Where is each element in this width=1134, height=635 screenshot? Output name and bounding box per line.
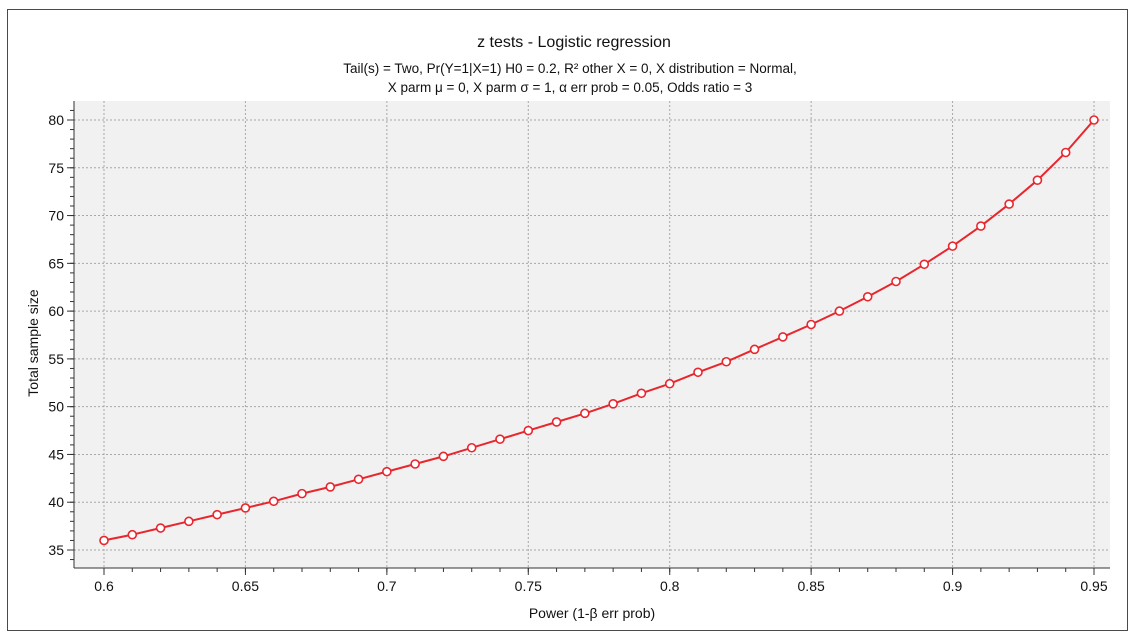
y-tick-labels: 35 40 45 50 55 60 65 70 75 80 [48,112,64,558]
data-point [891,276,901,287]
y-tick-label: 35 [48,542,64,558]
data-point [1089,115,1099,125]
data-point [297,488,307,499]
y-tick-label: 40 [48,494,64,510]
tick-marks [67,109,1095,575]
y-tick-label: 80 [48,112,64,128]
chart-svg: z tests - Logistic regression Tail(s) = … [25,34,1110,621]
data-point [636,388,647,399]
plot-area [74,101,1110,568]
data-point [382,466,392,477]
data-point [551,417,562,427]
x-tick-label: 0.95 [1080,578,1107,594]
x-tick-label: 0.8 [660,578,680,594]
y-tick-label: 75 [48,160,64,176]
data-point [919,259,930,270]
data-point [523,425,534,436]
chart-subtitle-line-2: X parm μ = 0, X parm σ = 1, α err prob =… [388,80,753,95]
data-point [834,306,845,316]
axes [73,101,1110,569]
data-point [1060,147,1071,158]
x-tick-label: 0.85 [798,578,825,594]
data-point [212,509,222,520]
chart-frame: z tests - Logistic regression Tail(s) = … [7,9,1128,631]
y-tick-label: 55 [48,351,64,367]
data-point [721,356,732,367]
data-point [495,434,505,444]
x-tick-label: 0.75 [515,578,542,594]
data-point [1032,175,1043,185]
data-point [806,319,816,330]
data-point [976,221,986,231]
y-tick-label: 45 [48,446,64,462]
data-point [240,503,251,513]
y-tick-label: 50 [48,399,64,415]
data-point [438,451,449,462]
data-point [1004,199,1014,209]
grid [74,101,1110,568]
data-point [466,442,477,453]
x-tick-label: 0.6 [94,578,114,594]
data-series [99,115,1099,546]
x-tick-labels: 0.6 0.65 0.7 0.75 0.8 0.85 0.9 0.95 [94,578,1108,594]
data-point [127,529,138,540]
y-tick-label: 60 [48,303,64,319]
data-point [410,459,420,469]
x-tick-label: 0.9 [943,578,963,594]
y-tick-label: 70 [48,208,64,224]
data-point [862,291,873,302]
data-point [325,482,336,492]
data-point [99,535,109,546]
data-point [580,408,590,419]
chart-subtitle-line-1: Tail(s) = Two, Pr(Y=1|X=1) H0 = 0.2, R² … [343,61,796,76]
x-axis-label: Power (1-β err prob) [529,605,655,621]
x-tick-label: 0.65 [232,578,259,594]
series-line [103,119,1095,542]
data-point [749,344,760,355]
x-tick-label: 0.7 [377,578,397,594]
data-point [184,516,194,527]
chart-title: z tests - Logistic regression [477,34,671,51]
data-point [155,523,166,533]
data-point [268,496,279,507]
data-point [353,474,364,485]
data-point [693,367,703,378]
data-point [947,241,958,251]
data-point [608,398,618,409]
y-axis-label: Total sample size [25,289,41,397]
y-tick-label: 65 [48,255,64,271]
data-point [778,332,788,342]
data-point [664,378,675,389]
